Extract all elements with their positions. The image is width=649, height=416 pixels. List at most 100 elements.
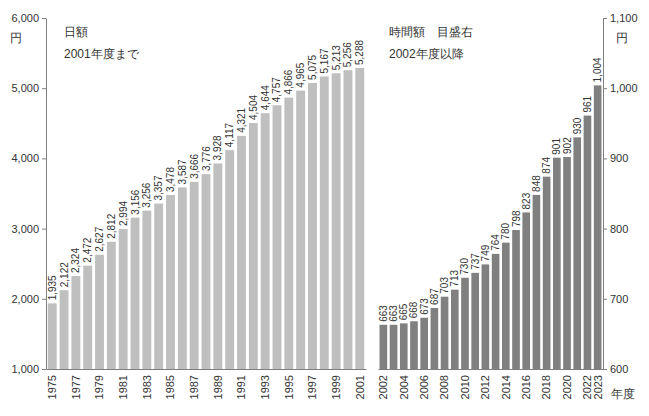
chart: 1,9352,1222,3242,4722,6272,8122,9943,156…	[0, 0, 649, 416]
bar	[420, 318, 428, 369]
y-tick-label: 1,000	[11, 363, 39, 375]
x-tick: 1981	[117, 369, 129, 399]
bar	[131, 218, 140, 369]
data-label: 3,776	[201, 146, 212, 171]
bar	[237, 136, 246, 369]
x-tick: 2010	[459, 369, 471, 399]
y-tick-mark	[603, 229, 607, 230]
data-label: 2,627	[94, 226, 105, 251]
y-axis-title: 円	[616, 31, 628, 45]
bar	[451, 290, 459, 369]
bar	[594, 85, 602, 369]
x-tick: 2006	[418, 369, 430, 399]
y-tick: 4,000	[11, 152, 46, 164]
bar	[249, 123, 258, 369]
x-axis-title: 年度	[611, 387, 635, 401]
x-tick-label: 2023	[591, 375, 603, 399]
y-tick: 5,000	[11, 82, 46, 94]
bar	[202, 174, 211, 369]
bar	[225, 150, 234, 369]
bars	[380, 85, 602, 369]
bar	[154, 204, 163, 369]
bar	[83, 266, 92, 369]
y-tick: 900	[603, 152, 628, 164]
x-tick-label: 2020	[561, 375, 573, 399]
y-axis-title: 円	[10, 31, 22, 45]
bar	[142, 211, 151, 369]
x-tick-label: 2001	[354, 375, 366, 399]
y-tick-mark	[603, 369, 607, 370]
x-tick: 1985	[164, 369, 176, 399]
y-tick: 6,000	[11, 12, 46, 24]
x-tick-label: 1993	[259, 375, 271, 399]
x-tick-label: 1999	[330, 375, 342, 399]
x-tick: 1987	[188, 369, 200, 399]
data-label: 3,357	[153, 175, 164, 200]
data-label: 3,478	[165, 167, 176, 192]
x-tick-label: 1981	[117, 375, 129, 399]
bar	[380, 325, 388, 369]
bar	[512, 230, 520, 369]
data-label: 4,504	[248, 95, 259, 120]
y-tick-label: 900	[610, 152, 628, 164]
bar	[553, 158, 561, 369]
data-labels: 1,9352,1222,3242,4722,6272,8122,9943,156…	[47, 40, 366, 301]
bar	[48, 303, 57, 369]
bar	[296, 91, 305, 369]
panel-subtitle: 2002年度以降	[389, 47, 464, 61]
x-tick-label: 2002	[377, 375, 389, 399]
y-tick-label: 600	[610, 363, 628, 375]
data-label: 961	[582, 95, 593, 112]
data-label: 3,928	[212, 135, 223, 160]
x-tick: 1975	[46, 369, 58, 399]
bar	[390, 325, 398, 369]
y-tick: 700	[603, 293, 628, 305]
x-tick-label: 1975	[46, 375, 58, 399]
y-axis: 6007008009001,0001,100	[603, 12, 638, 375]
x-tick-label: 2006	[418, 375, 430, 399]
x-tick: 2001	[354, 369, 366, 399]
y-tick-mark	[42, 88, 46, 89]
x-tick: 2004	[398, 369, 410, 399]
y-tick-mark	[603, 299, 607, 300]
y-tick-label: 1,100	[610, 12, 638, 24]
bar	[502, 243, 510, 369]
bar	[344, 70, 353, 369]
x-tick: 1997	[306, 369, 318, 399]
y-tick-label: 5,000	[11, 82, 39, 94]
data-label: 5,256	[342, 42, 353, 67]
data-label: 3,156	[130, 189, 141, 214]
bar	[400, 323, 408, 369]
panel-title: 時間額 目盛右	[389, 25, 473, 39]
x-tick: 2008	[438, 369, 450, 399]
x-tick-label: 2004	[398, 375, 410, 399]
bar	[355, 68, 364, 369]
y-tick-label: 700	[610, 293, 628, 305]
bar	[584, 116, 592, 369]
panel-title: 日額	[64, 25, 88, 39]
bar	[543, 177, 551, 369]
data-label: 874	[541, 157, 552, 174]
x-tick-label: 2010	[459, 375, 471, 399]
bar	[573, 137, 581, 369]
bar	[533, 195, 541, 369]
y-axis-line	[603, 19, 604, 370]
y-tick-mark	[42, 369, 46, 370]
y-tick: 1,000	[603, 82, 638, 94]
x-axis: 2002200420062008201020122014201620182020…	[377, 369, 603, 399]
bars	[48, 68, 364, 369]
x-tick-label: 2018	[540, 375, 552, 399]
y-tick-label: 4,000	[11, 152, 39, 164]
y-tick-mark	[42, 158, 46, 159]
x-tick: 1977	[70, 369, 82, 399]
data-label: 3,666	[189, 153, 200, 178]
x-tick: 1993	[259, 369, 271, 399]
x-axis-line	[47, 369, 367, 370]
bar	[332, 73, 341, 369]
x-tick-label: 1977	[70, 375, 82, 399]
y-tick-label: 2,000	[11, 293, 39, 305]
x-tick: 2002	[377, 369, 389, 399]
data-label: 4,321	[236, 107, 247, 132]
data-label: 1,935	[47, 275, 58, 300]
data-label: 5,167	[319, 48, 330, 73]
